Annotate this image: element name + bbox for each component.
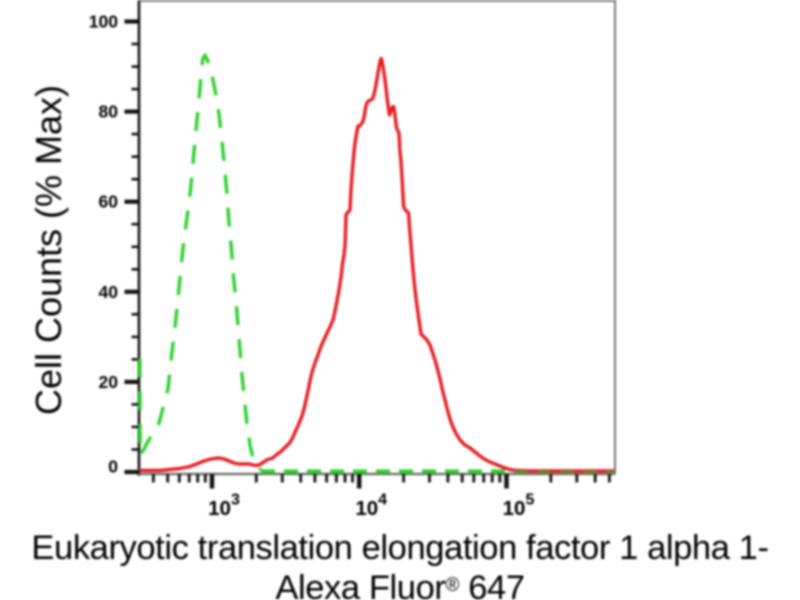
- svg-text:Cell Counts (% Max): Cell Counts (% Max): [28, 85, 69, 415]
- svg-text:Alexa Fluor® 647: Alexa Fluor® 647: [275, 569, 524, 600]
- svg-text:40: 40: [99, 282, 119, 302]
- svg-text:104: 104: [355, 492, 387, 521]
- svg-text:20: 20: [99, 372, 119, 392]
- svg-text:80: 80: [99, 102, 119, 122]
- svg-text:0: 0: [108, 457, 118, 477]
- svg-text:Eukaryotic translation elongat: Eukaryotic translation elongation factor…: [31, 529, 768, 567]
- svg-text:60: 60: [99, 192, 119, 212]
- svg-text:100: 100: [89, 12, 118, 32]
